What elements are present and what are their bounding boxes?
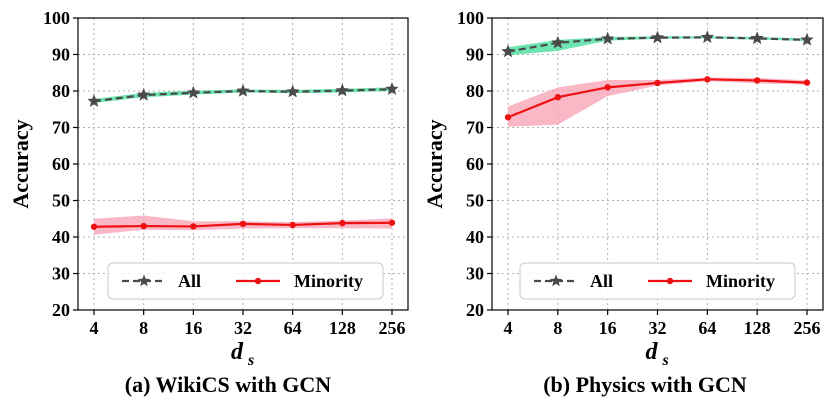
y-tick-label: 20 xyxy=(466,300,484,320)
x-tick-label: 256 xyxy=(794,318,821,338)
point-all xyxy=(650,30,665,44)
y-tick-label: 80 xyxy=(52,81,70,101)
y-tick-label: 30 xyxy=(466,264,484,284)
point-minority xyxy=(803,79,811,86)
y-tick-label: 50 xyxy=(52,191,70,211)
point-minority xyxy=(289,221,296,229)
point-all xyxy=(385,81,399,95)
y-tick-label: 40 xyxy=(52,227,70,247)
chart-caption: (b) Physics with GCN xyxy=(543,372,747,397)
legend-marker-star-icon xyxy=(137,274,151,287)
point-all xyxy=(236,83,250,97)
x-tick-label: 8 xyxy=(553,318,562,338)
band-all xyxy=(508,36,807,56)
point-minority xyxy=(704,76,711,83)
point-minority xyxy=(90,223,98,230)
legend-label-all: All xyxy=(590,271,613,291)
x-tick-label: 4 xyxy=(90,318,99,338)
x-tick-label: 128 xyxy=(744,318,771,338)
legend-marker-circle-icon xyxy=(254,277,262,285)
y-tick-label: 70 xyxy=(466,118,484,138)
point-all xyxy=(186,85,201,99)
point-all xyxy=(285,84,300,98)
y-tick-label: 90 xyxy=(52,45,70,65)
legend-label-all: All xyxy=(178,271,201,291)
point-all xyxy=(800,32,814,46)
point-all xyxy=(550,35,565,49)
legend-label-minority: Minority xyxy=(706,271,775,291)
legend-label-minority: Minority xyxy=(294,271,363,291)
y-tick-label: 50 xyxy=(466,191,484,211)
x-axis-label: d xyxy=(646,339,659,365)
x-axis-label: d xyxy=(231,339,244,365)
x-tick-label: 32 xyxy=(649,318,667,338)
x-tick-label: 64 xyxy=(284,318,302,338)
y-tick-label: 60 xyxy=(52,154,70,174)
point-minority xyxy=(388,219,396,226)
point-minority xyxy=(239,220,247,228)
point-minority xyxy=(604,84,611,91)
point-minority xyxy=(190,223,197,230)
y-tick-label: 40 xyxy=(466,227,484,247)
point-minority xyxy=(554,94,562,101)
point-all xyxy=(335,83,350,97)
y-tick-label: 100 xyxy=(43,8,70,28)
y-tick-label: 90 xyxy=(466,45,484,65)
band-minority xyxy=(508,77,807,127)
point-minority xyxy=(140,222,147,230)
y-tick-label: 30 xyxy=(52,264,70,284)
chart-panel-1: 20 30 40 50 60 70 80 90 100 4 8 16 32 64 128 256 Accurac… xyxy=(8,8,409,397)
point-all xyxy=(700,30,715,44)
y-tick-label: 60 xyxy=(466,154,484,174)
x-tick-label: 16 xyxy=(184,318,202,338)
x-tick-label: 64 xyxy=(698,318,716,338)
point-minority xyxy=(339,219,346,227)
chart-caption: (a) WikiCS with GCN xyxy=(125,372,332,397)
x-tick-label: 128 xyxy=(329,318,356,338)
y-tick-label: 20 xyxy=(52,300,70,320)
y-axis-label: Accuracy xyxy=(422,119,447,208)
point-minority xyxy=(753,77,761,84)
point-all xyxy=(600,31,615,45)
x-tick-label: 8 xyxy=(139,318,148,338)
legend: All Minority xyxy=(107,262,384,300)
legend: All Minority xyxy=(519,262,796,300)
x-tick-label: 4 xyxy=(504,318,513,338)
y-tick-label: 80 xyxy=(466,81,484,101)
x-tick-label: 16 xyxy=(599,318,617,338)
point-all xyxy=(750,31,765,45)
point-all xyxy=(136,87,151,101)
x-tick-label: 32 xyxy=(234,318,252,338)
chart-panel-2: 20 30 40 50 60 70 80 90 100 4 8 16 32 64 128 256 Accurac… xyxy=(422,8,824,397)
x-axis-label-subscript: s xyxy=(247,352,254,369)
legend-marker-circle-icon xyxy=(666,277,674,285)
y-axis-label: Accuracy xyxy=(8,119,33,208)
point-minority xyxy=(504,114,512,121)
point-all xyxy=(501,44,515,58)
x-axis-label-subscript: s xyxy=(662,352,669,369)
point-all xyxy=(87,94,101,108)
point-minority xyxy=(654,79,661,87)
y-tick-label: 100 xyxy=(457,8,484,28)
x-tick-label: 256 xyxy=(379,318,406,338)
legend-marker-star-icon xyxy=(549,274,563,287)
y-tick-label: 70 xyxy=(52,118,70,138)
